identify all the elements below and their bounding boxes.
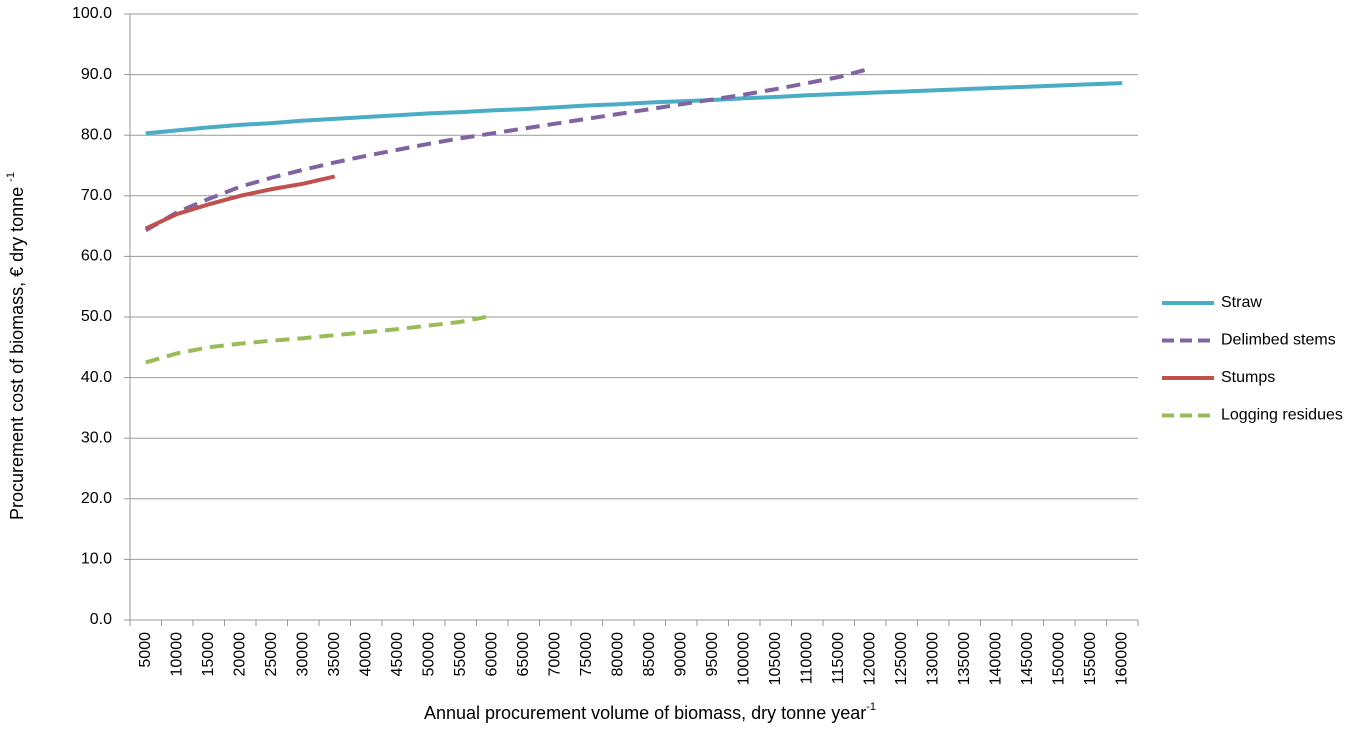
y-tick-label: 0.0 [90,611,112,628]
x-tick-label: 85000 [641,632,658,677]
x-axis-label: Annual procurement volume of biomass, dr… [424,701,876,723]
x-tick-label: 65000 [515,632,532,677]
x-tick-label: 150000 [1050,632,1067,685]
x-axis-label-text: Annual procurement volume of biomass, dr… [424,703,866,723]
legend-label: Delimbed stems [1221,332,1336,349]
x-tick-label: 145000 [1019,632,1036,685]
x-tick-label: 45000 [389,632,406,677]
x-tick-label: 160000 [1113,632,1130,685]
series-line [145,313,493,365]
y-tick-label: 60.0 [81,248,112,265]
x-tick-label: 5000 [137,632,154,668]
x-tick-label: 125000 [893,632,910,685]
y-tick-label: 10.0 [81,551,112,568]
y-tick-label: 20.0 [81,490,112,507]
y-tick-label: 70.0 [81,187,112,204]
series-line [145,81,1123,136]
x-axis-label-sup: -1 [866,701,876,713]
x-tick-label: 130000 [924,632,941,685]
x-tick-label: 120000 [861,632,878,685]
x-tick-label: 80000 [609,632,626,677]
y-tick-label: 40.0 [81,369,112,386]
x-tick-label: 55000 [452,632,469,677]
x-tick-label: 30000 [294,632,311,677]
y-tick-label: 30.0 [81,429,112,446]
y-tick-label: 50.0 [81,308,112,325]
y-tick-label: 80.0 [81,126,112,143]
x-tick-label: 140000 [987,632,1004,685]
legend-label: Straw [1221,294,1262,311]
x-tick-label: 75000 [578,632,595,677]
x-tick-label: 60000 [483,632,500,677]
series-line [144,66,871,233]
x-tick-label: 155000 [1082,632,1099,685]
x-tick-label: 110000 [798,632,815,684]
x-tick-label: 20000 [231,632,248,677]
x-tick-label: 100000 [735,632,752,685]
x-tick-label: 50000 [420,632,437,677]
x-tick-label: 90000 [672,632,689,677]
x-tick-label: 25000 [263,632,280,677]
x-tick-label: 135000 [956,632,973,685]
x-tick-label: 95000 [704,632,721,677]
x-tick-label: 15000 [200,632,217,677]
y-tick-label: 100.0 [72,5,112,22]
y-axis-label-text: Procurement cost of biomass, € dry tonne [7,182,27,520]
x-tick-label: 40000 [357,632,374,677]
y-axis-label-sup: -1 [5,172,17,182]
x-tick-label: 10000 [168,632,185,677]
x-tick-label: 70000 [546,632,563,677]
series-line [144,174,336,231]
y-axis-label: Procurement cost of biomass, € dry tonne… [5,172,27,520]
legend-label: Logging residues [1221,407,1343,424]
y-tick-label: 90.0 [81,66,112,83]
legend-label: Stumps [1221,369,1275,386]
x-tick-label: 105000 [767,632,784,685]
x-tick-label: 115000 [830,632,847,684]
x-tick-label: 35000 [326,632,343,677]
